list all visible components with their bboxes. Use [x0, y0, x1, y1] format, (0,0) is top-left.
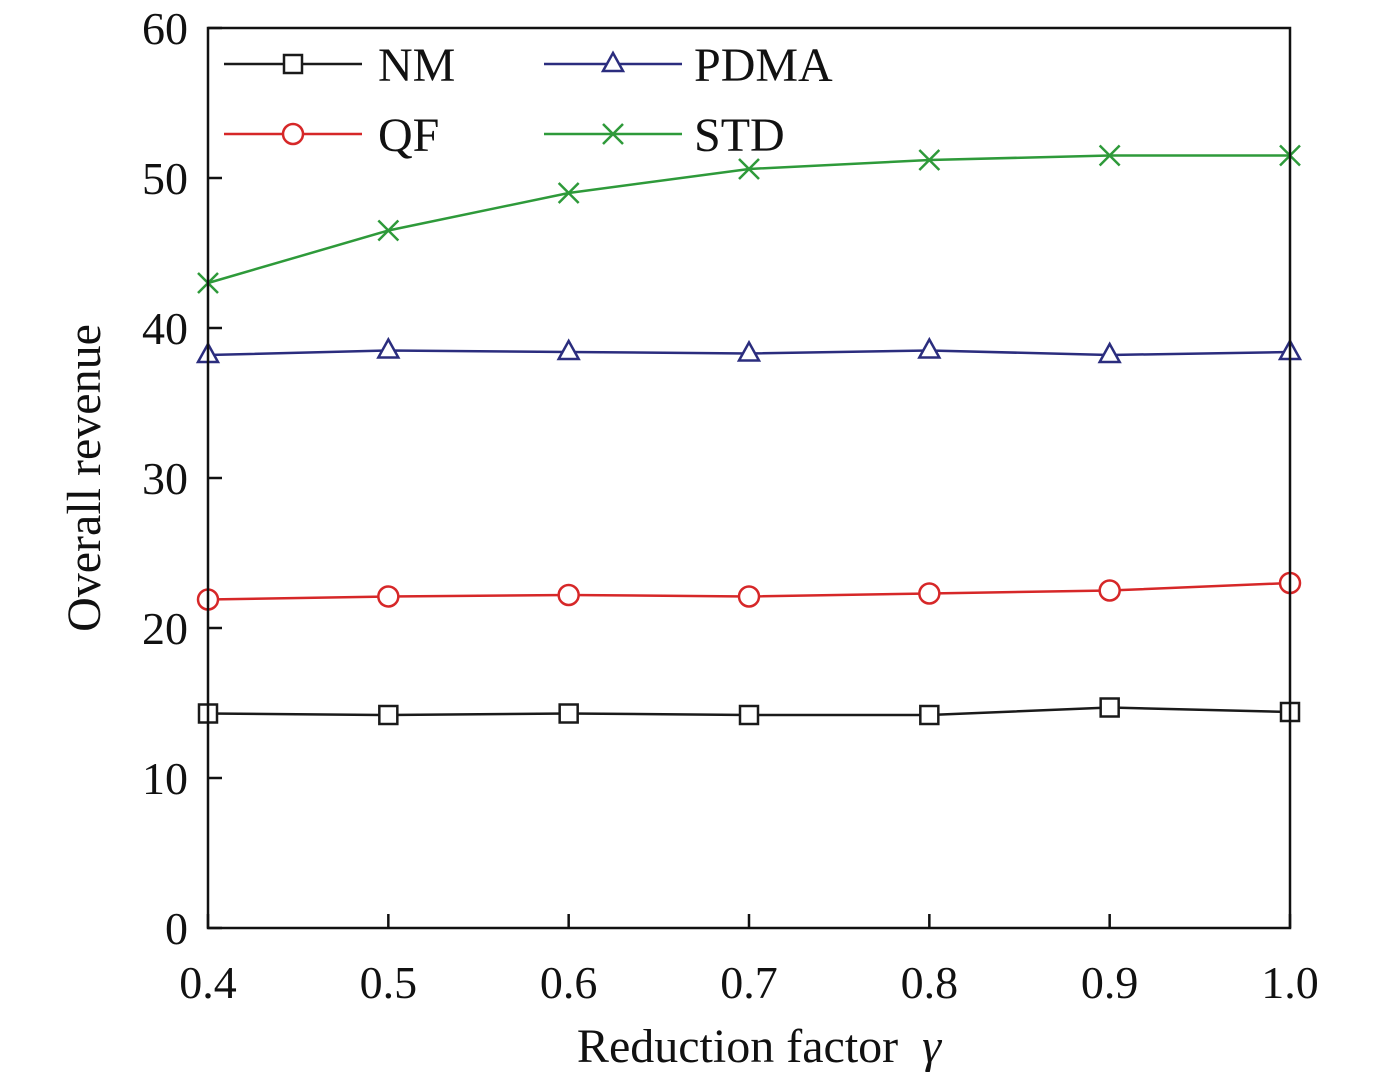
x-tick-label: 1.0: [1261, 957, 1319, 1008]
x-tick-label: 0.8: [901, 957, 959, 1008]
data-point-pdma: [1097, 341, 1122, 364]
x-tick-label: 0.7: [720, 957, 778, 1008]
tick-marks: [206, 26, 1292, 930]
legend-label-pdma: PDMA: [694, 39, 833, 92]
x-tick-label: 0.4: [179, 957, 237, 1008]
data-point-nm: [919, 704, 940, 726]
y-axis-title: Overall revenue: [58, 324, 111, 632]
x-axis-title-symbol: γ: [922, 1020, 942, 1073]
y-tick-label: 20: [142, 603, 188, 654]
data-point-pdma: [556, 338, 581, 361]
legend: NM PDMA QF STD: [224, 39, 833, 162]
series-line-std: [207, 154, 1290, 285]
data-point-pdma: [736, 339, 762, 362]
legend-entry-std: STD: [544, 109, 785, 162]
legend-entry-nm: NM: [224, 39, 455, 92]
plot-frame: [206, 26, 1292, 930]
y-tick-label: 10: [142, 753, 188, 804]
data-point-pdma: [917, 336, 942, 359]
data-point-std: [377, 219, 400, 242]
y-tick-label: 0: [165, 903, 188, 954]
data-point-pdma: [376, 336, 401, 359]
y-tick-label: 60: [142, 3, 188, 54]
data-point-qf: [918, 582, 941, 605]
legend-marker-std: [602, 123, 624, 145]
legend-label-std: STD: [694, 109, 785, 162]
legend-marker-nm: [282, 53, 304, 75]
data-point-nm: [738, 704, 760, 726]
series-std: [197, 144, 1301, 294]
data-point-qf: [737, 585, 761, 608]
y-tick-label: 30: [142, 453, 188, 504]
series-layer: [195, 144, 1303, 726]
x-axis-title: Reduction factor γ: [577, 1020, 942, 1073]
x-axis-title-text: Reduction factor: [577, 1020, 898, 1073]
x-tick-label: 0.9: [1081, 957, 1139, 1008]
legend-entry-pdma: PDMA: [544, 39, 833, 92]
data-point-std: [738, 158, 760, 180]
legend-entry-qf: QF: [224, 109, 439, 162]
data-point-nm: [558, 703, 579, 724]
data-point-nm: [1099, 697, 1120, 718]
data-point-std: [1098, 144, 1121, 167]
series-pdma: [195, 336, 1303, 364]
data-point-qf: [377, 585, 400, 608]
legend-label-nm: NM: [378, 39, 455, 92]
data-point-std: [918, 149, 941, 171]
x-tick-label: 0.5: [360, 957, 418, 1008]
series-nm: [197, 697, 1301, 726]
y-tick-label: 40: [142, 303, 188, 354]
x-tick-labels: 0.4 0.5 0.6 0.7 0.8 0.9 1.0: [179, 957, 1319, 1008]
legend-label-qf: QF: [378, 109, 439, 162]
series-qf: [196, 571, 1302, 611]
y-tick-labels: 0 10 20 30 40 50 60: [142, 3, 188, 954]
data-point-nm: [378, 704, 399, 726]
legend-marker-pdma: [600, 50, 626, 73]
data-point-qf: [557, 583, 580, 607]
x-tick-label: 0.6: [540, 957, 598, 1008]
y-tick-label: 50: [142, 153, 188, 204]
data-point-qf: [1098, 579, 1121, 602]
data-point-std: [557, 182, 580, 204]
legend-marker-qf: [281, 122, 305, 146]
